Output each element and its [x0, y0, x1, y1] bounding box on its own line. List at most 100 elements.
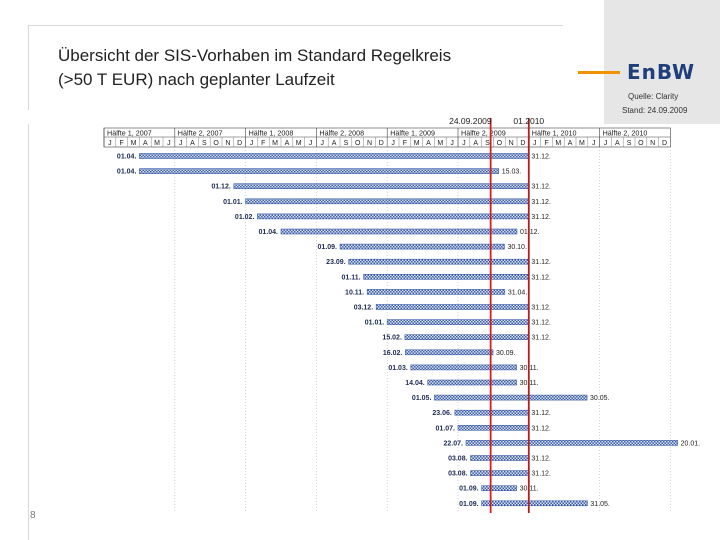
- task-start-label: 01.04.: [117, 169, 137, 176]
- period-label: Hälfte 2, 2007: [178, 129, 223, 138]
- month-label: S: [202, 140, 207, 147]
- month-label: A: [190, 140, 195, 147]
- month-label: F: [403, 140, 407, 147]
- task-end-label: 31.12.: [531, 154, 551, 161]
- task-bar: [481, 500, 588, 507]
- month-label: D: [662, 140, 667, 147]
- month-label: N: [650, 140, 655, 147]
- task-bar: [465, 440, 678, 446]
- month-label: J: [533, 140, 537, 147]
- task-end-label: 31.04.: [508, 289, 528, 296]
- marker-label: 24.09.2009: [449, 116, 492, 126]
- task-bar: [427, 379, 517, 386]
- task-start-label: 22.07.: [444, 440, 464, 447]
- period-label: Hälfte 1, 2008: [249, 129, 294, 138]
- month-label: M: [437, 140, 443, 147]
- month-label: M: [296, 140, 302, 147]
- task-start-label: 01.09.: [459, 501, 479, 508]
- month-label: J: [108, 140, 112, 147]
- task-bar: [481, 485, 517, 492]
- month-label: N: [367, 140, 372, 147]
- month-label: S: [627, 140, 632, 147]
- period-label: Hälfte 1, 2009: [390, 129, 435, 138]
- month-label: O: [638, 140, 644, 147]
- task-start-label: 01.03.: [388, 365, 408, 372]
- month-label: M: [579, 140, 585, 147]
- task-start-label: 01.04.: [117, 154, 137, 161]
- task-end-label: 20.01.: [681, 440, 701, 447]
- month-label: A: [143, 140, 148, 147]
- task-start-label: 03.08.: [448, 471, 468, 478]
- month-label: J: [391, 140, 395, 147]
- task-bar: [410, 364, 517, 371]
- task-end-label: 30.09.: [496, 350, 516, 357]
- month-label: J: [462, 140, 466, 147]
- month-label: D: [237, 140, 242, 147]
- task-bar: [457, 424, 529, 431]
- task-end-label: 31.12.: [531, 274, 551, 281]
- task-start-label: 23.06.: [432, 410, 452, 417]
- task-bar: [470, 455, 529, 461]
- task-bar: [139, 168, 500, 174]
- month-label: J: [604, 140, 608, 147]
- task-bar: [363, 273, 529, 280]
- month-label: S: [344, 140, 349, 147]
- month-label: J: [179, 140, 183, 147]
- month-label: A: [473, 140, 478, 147]
- page-number: 8: [30, 510, 36, 521]
- month-label: A: [615, 140, 620, 147]
- month-label: O: [213, 140, 219, 147]
- month-label: J: [167, 140, 171, 147]
- task-end-label: 30.10.: [507, 244, 527, 251]
- task-bar: [366, 289, 506, 295]
- month-label: F: [261, 140, 265, 147]
- month-label: M: [154, 140, 160, 147]
- task-start-label: 01.12.: [211, 184, 231, 191]
- month-label: N: [509, 140, 514, 147]
- task-start-label: 10.11.: [345, 289, 364, 296]
- month-label: F: [120, 140, 124, 147]
- left-divider: [28, 25, 29, 110]
- task-end-label: 31.12.: [531, 184, 551, 191]
- period-label: Hälfte 2, 2010: [603, 129, 648, 138]
- task-end-label: 31.12.: [531, 259, 551, 266]
- enbw-logo: EnBW: [627, 60, 696, 84]
- task-bar: [139, 153, 529, 159]
- task-bar: [245, 198, 529, 205]
- task-end-label: 31.12.: [531, 199, 551, 206]
- month-label: J: [321, 140, 325, 147]
- period-label: Hälfte 2, 2009: [461, 129, 506, 138]
- task-bar: [348, 258, 529, 265]
- title-divider: [28, 25, 563, 26]
- month-label: M: [272, 140, 278, 147]
- task-start-label: 01.01.: [223, 199, 243, 206]
- task-bar: [257, 213, 529, 220]
- month-label: N: [225, 140, 230, 147]
- task-end-label: 31.12.: [531, 320, 551, 327]
- month-label: M: [555, 140, 561, 147]
- month-label: F: [544, 140, 548, 147]
- page-title: Übersicht der SIS-Vorhaben im Standard R…: [58, 44, 451, 92]
- task-end-label: 31.12.: [531, 425, 551, 432]
- month-label: A: [568, 140, 573, 147]
- task-start-label: 01.01.: [365, 320, 385, 327]
- task-bar: [339, 243, 505, 250]
- month-label: A: [332, 140, 337, 147]
- month-label: M: [414, 140, 420, 147]
- logo-accent-line: [578, 71, 620, 74]
- task-end-label: 31.05.: [590, 501, 610, 508]
- month-label: O: [355, 140, 361, 147]
- month-label: J: [450, 140, 454, 147]
- month-label: J: [309, 140, 313, 147]
- task-bar: [434, 394, 588, 401]
- task-end-label: 01.12.: [520, 229, 540, 236]
- task-bar: [405, 349, 494, 356]
- month-label: A: [285, 140, 290, 147]
- task-bar: [404, 334, 529, 341]
- task-end-label: 31.12.: [531, 305, 551, 312]
- task-bar: [233, 183, 529, 189]
- month-label: J: [592, 140, 596, 147]
- left-divider-lower: [28, 124, 29, 540]
- marker-label: 01.2010: [513, 116, 544, 126]
- month-label: O: [497, 140, 503, 147]
